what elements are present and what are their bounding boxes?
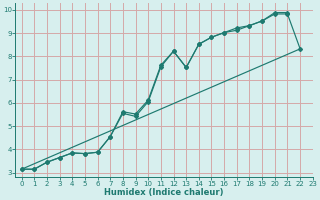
X-axis label: Humidex (Indice chaleur): Humidex (Indice chaleur) [104, 188, 224, 197]
